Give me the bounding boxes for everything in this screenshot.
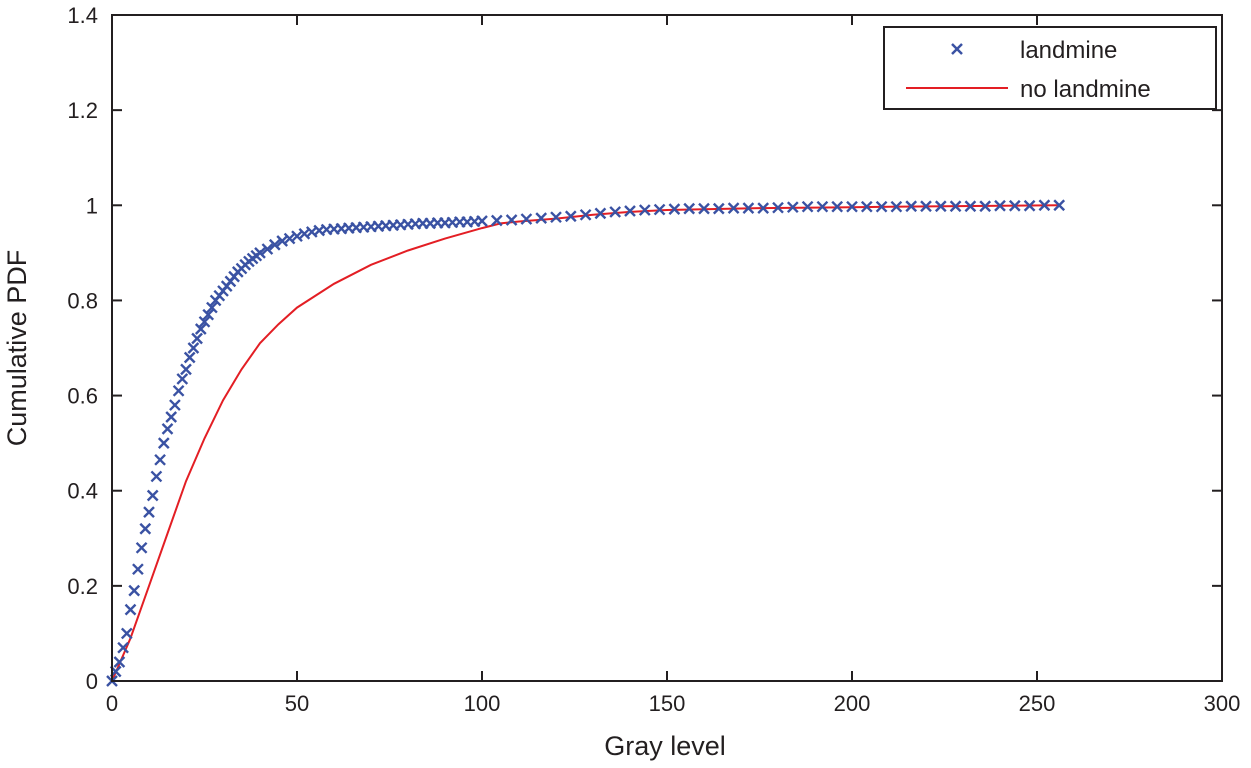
data-point-landmine — [949, 200, 962, 213]
data-point-landmine — [135, 541, 148, 554]
data-point-landmine — [150, 470, 163, 483]
data-point-landmine — [609, 206, 622, 218]
data-point-landmine — [1008, 199, 1021, 212]
data-point-landmine — [132, 563, 144, 576]
legend-marker-landmine — [951, 43, 963, 55]
x-tick-label: 200 — [834, 691, 871, 716]
data-point-landmine — [198, 315, 211, 328]
data-point-landmine — [176, 373, 189, 385]
data-point-landmine — [154, 453, 166, 466]
data-point-landmine — [564, 210, 577, 223]
data-point-landmine — [139, 522, 152, 535]
data-point-landmine — [846, 200, 858, 213]
y-tick-label: 0.4 — [67, 479, 98, 504]
data-point-landmine — [668, 203, 681, 215]
data-point-landmine — [860, 200, 873, 213]
data-point-landmine — [772, 201, 784, 214]
data-point-landmine — [786, 201, 799, 214]
data-point-landmine — [1038, 199, 1051, 212]
data-point-landmine — [476, 215, 488, 227]
legend: landmine no landmine — [883, 26, 1217, 110]
data-point-landmine — [169, 399, 181, 411]
series-landmine — [106, 199, 1066, 687]
data-point-landmine — [727, 202, 740, 214]
data-point-landmine — [161, 423, 174, 435]
data-point-landmine — [698, 202, 710, 215]
data-point-landmine — [816, 200, 829, 213]
data-point-landmine — [594, 207, 607, 220]
data-point-landmine — [801, 200, 814, 213]
x-tick-label: 100 — [464, 691, 501, 716]
data-point-landmine — [191, 332, 203, 345]
data-point-landmine — [757, 202, 770, 214]
x-tick-label: 250 — [1019, 691, 1056, 716]
data-point-landmine — [490, 214, 503, 227]
data-point-landmine — [183, 351, 196, 364]
data-point-landmine — [1053, 199, 1066, 212]
legend-label-no-landmine: no landmine — [1020, 76, 1151, 103]
data-point-landmine — [875, 200, 888, 213]
data-point-landmine — [1023, 199, 1036, 212]
data-point-landmine — [187, 342, 200, 354]
data-point-landmine — [920, 200, 932, 213]
data-point-landmine — [712, 202, 725, 215]
data-point-landmine — [742, 202, 755, 214]
data-point-landmine — [120, 627, 133, 640]
y-tick-label: 1.4 — [67, 3, 98, 28]
x-tick-label: 0 — [106, 691, 118, 716]
y-tick-label: 0.2 — [67, 574, 98, 599]
data-point-landmine — [653, 203, 666, 216]
series-layer — [106, 199, 1066, 687]
y-tick-label: 0.8 — [67, 288, 98, 313]
data-point-landmine — [934, 200, 947, 213]
x-tick-label: 150 — [649, 691, 686, 716]
data-point-landmine — [146, 489, 159, 502]
data-point-landmine — [254, 247, 266, 259]
data-point-landmine — [550, 211, 562, 224]
data-point-landmine — [165, 411, 178, 423]
data-point-landmine — [905, 200, 918, 213]
data-point-landmine — [202, 308, 215, 321]
data-point-landmine — [261, 243, 274, 255]
data-point-landmine — [994, 199, 1006, 212]
y-tick-label: 1.2 — [67, 98, 98, 123]
data-point-landmine — [157, 437, 170, 449]
y-axis-label: Cumulative PDF — [2, 250, 32, 447]
data-point-landmine — [535, 212, 548, 224]
data-point-landmine — [638, 204, 651, 216]
data-point-landmine — [624, 205, 636, 217]
plot-frame — [111, 14, 1223, 682]
data-point-landmine — [579, 208, 592, 221]
data-point-landmine — [979, 200, 992, 213]
data-point-landmine — [831, 200, 844, 213]
data-point-landmine — [683, 202, 696, 215]
data-point-landmine — [206, 301, 218, 314]
data-point-landmine — [194, 323, 207, 335]
legend-label-landmine: landmine — [1020, 37, 1117, 64]
data-point-landmine — [172, 384, 185, 397]
axis-ticks: 0 50 100 150 200 250 300 0 0.2 0.4 0.6 0.8 1 1.2 1.4 — [67, 3, 1240, 716]
y-tick-label: 0.6 — [67, 384, 98, 409]
data-point-landmine — [117, 641, 129, 654]
y-tick-label: 1 — [86, 193, 98, 218]
y-tick-label: 0 — [86, 669, 98, 694]
data-point-landmine — [505, 214, 518, 226]
x-axis-label: Gray level — [604, 731, 726, 761]
data-point-landmine — [964, 200, 977, 213]
data-point-landmine — [113, 656, 126, 668]
series-line-no-landmine — [111, 204, 1060, 682]
data-point-landmine — [520, 213, 533, 225]
data-point-landmine — [890, 200, 903, 213]
data-point-landmine — [128, 584, 141, 597]
legend-box — [883, 26, 1217, 110]
data-point-landmine — [124, 603, 137, 616]
data-point-landmine — [143, 506, 155, 518]
x-tick-label: 50 — [285, 691, 309, 716]
x-tick-label: 300 — [1204, 691, 1241, 716]
data-point-landmine — [180, 363, 192, 376]
data-point-landmine — [268, 238, 281, 251]
